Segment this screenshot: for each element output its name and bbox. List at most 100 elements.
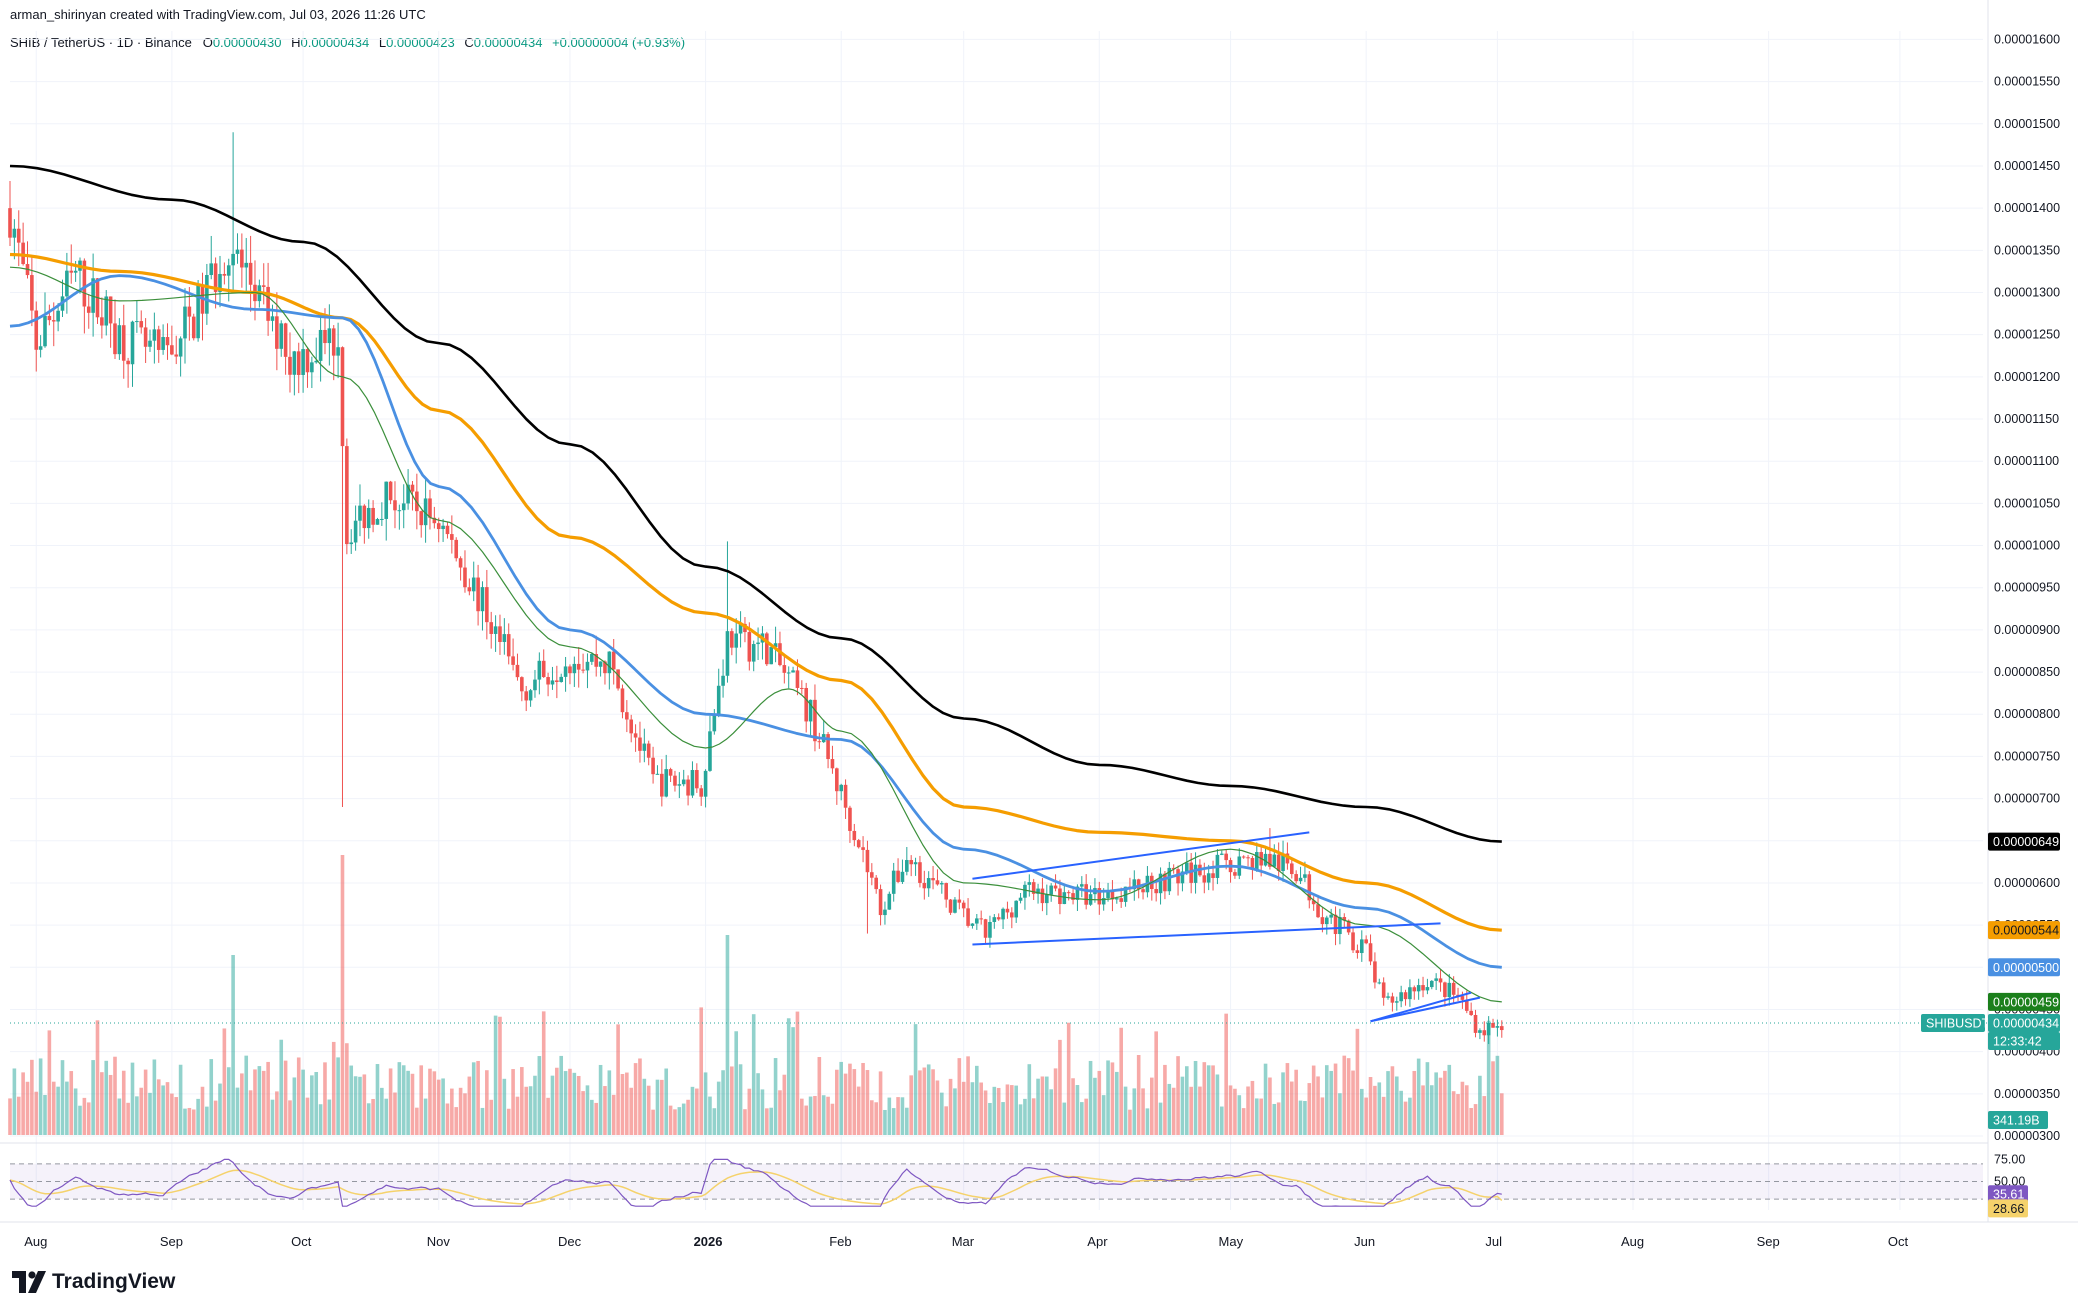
candle-body [126,360,130,365]
price-tick-label: 0.00001550 [1994,75,2060,89]
candle-body [1495,1026,1500,1028]
ma20-badge-text: 0.00000459 [1993,995,2059,1009]
volume-bar [1031,1098,1036,1135]
volume-bar [1014,1085,1018,1135]
ma20-badge-bg [1988,992,2060,1011]
ma200-badge: 0.00000649 [1988,832,2060,851]
candle-body [1036,888,1040,894]
candle-body [559,676,564,682]
volume-bar [1106,1060,1110,1135]
ma100-line [9,252,1502,932]
volume-bar [165,1082,170,1135]
candle-body [913,862,918,865]
candle-body [1443,982,1447,998]
volume-bar [1268,1077,1272,1135]
volume-bar [1246,1086,1250,1135]
candle-body [349,542,354,545]
volume-bar [213,1100,218,1135]
candle-body [725,631,730,676]
ma100-badge-text: 0.00000544 [1993,924,2059,938]
volume-bar [800,1098,804,1135]
chart-caption: arman_shirinyan created with TradingView… [10,7,426,22]
volume-bar [1377,1082,1382,1135]
candle-body [432,517,437,524]
volume-bar [375,1064,380,1135]
candle-body [747,632,752,662]
volume-bar [1228,1085,1233,1135]
time-axis[interactable]: Aug Sep Oct Nov Dec 2026 Feb Mar Apr May Jun Jul Aug… [24,1234,1908,1249]
symbol-badge-bg [1921,1013,1985,1032]
tradingview-logo[interactable]: TradingView [12,1270,175,1294]
volume-bar [1150,1077,1154,1135]
candle-body [248,262,253,285]
candle-body [318,329,323,361]
candle-body [1289,863,1294,875]
ma20-line [9,266,1502,1003]
volume-bar [209,1059,214,1135]
rsi-panel[interactable] [9,1158,1983,1207]
candle-body [47,315,52,321]
volume-bar [541,1011,546,1135]
candle-body [1294,874,1298,882]
rsi-value-badge-text: 35.61 [1993,1188,2024,1202]
ma200-badge-bg [1988,832,2060,851]
candle-body [485,587,489,623]
candle-body [1136,879,1141,890]
candle-body [563,666,568,677]
candle-body [139,321,144,328]
volume-bar [918,1070,922,1135]
volume-bar [1285,1063,1290,1135]
candle-body [935,880,940,885]
volume-bar [533,1075,537,1135]
volume-bar [734,1031,739,1135]
volume-bar [765,1108,769,1135]
volume-bar [310,1075,314,1135]
price-tick-label: 0.00001050 [1994,496,2060,510]
candle-body [1167,867,1172,892]
volume-bar [1281,1072,1285,1135]
price-tick-label: 0.00000950 [1994,581,2060,595]
volume-bar [708,1096,712,1135]
volume-bar [393,1092,397,1135]
volume-bar [1438,1077,1443,1135]
volume-bar [222,1028,227,1135]
volume-bar [1219,1106,1224,1135]
candle-body [1482,1030,1487,1036]
volume-bar [747,1088,752,1135]
volume-bar [130,1062,135,1135]
volume-bar [1425,1062,1430,1135]
time-label: Oct [291,1234,312,1249]
candle-body [1193,864,1198,883]
volume-bar [1163,1064,1167,1135]
volume-bar [454,1107,459,1135]
volume-bar [1049,1089,1053,1135]
volume-bar [1381,1096,1386,1135]
volume-bar [940,1092,944,1135]
volume-bar [1333,1063,1338,1135]
candle-body [594,654,599,667]
volume-bar [183,1108,187,1135]
candle-body [222,273,227,276]
candle-body [786,672,791,674]
volume-bar [638,1058,642,1135]
symbol-title[interactable]: SHIB / TetherUS · 1D · Binance [10,35,192,50]
volume-bar [1093,1077,1097,1135]
volume-bar [1088,1060,1093,1135]
candle-body [1451,982,1456,995]
price-tick-label: 0.00001000 [1994,539,2060,553]
volume-bar [8,1098,12,1135]
candle-body [410,484,415,492]
volume-bar [1473,1104,1478,1135]
volume-bar [1364,1097,1368,1135]
rsi-ma-badge: 28.66 [1988,1199,2028,1218]
volume-bar [279,1039,284,1135]
volume-bar [830,1103,835,1135]
candle-body [524,691,529,701]
candle-body [30,275,34,311]
candle-body [611,651,616,670]
volume-bar [1429,1085,1434,1135]
low-value: 0.00000423 [386,35,455,50]
trendline [972,831,1310,880]
candle-body [791,670,795,673]
